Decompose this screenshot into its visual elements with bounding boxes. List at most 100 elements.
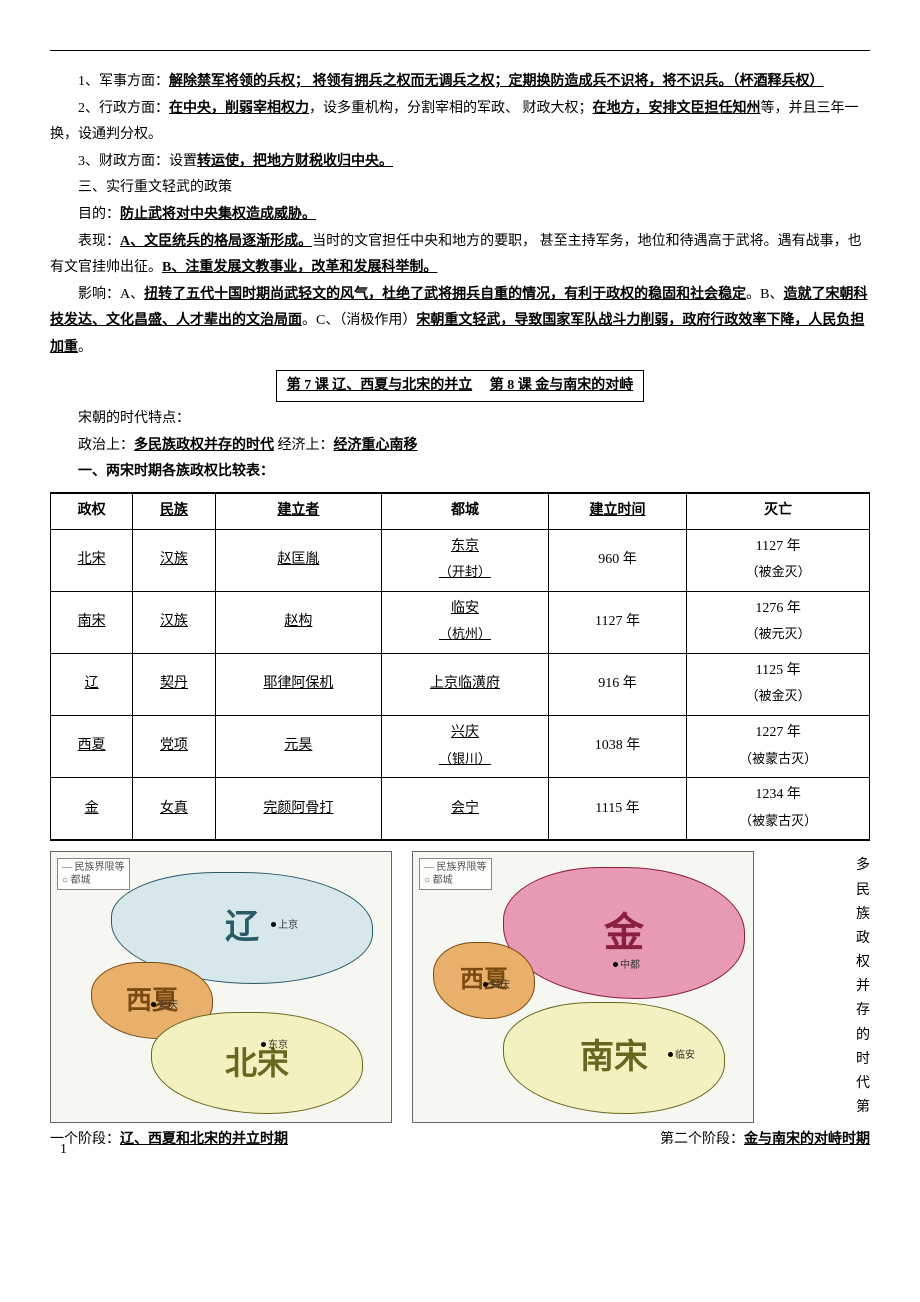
text: 三、实行重文轻武的政策	[78, 180, 232, 195]
para-purpose: 目的：防止武将对中央集权造成威胁。	[50, 202, 870, 229]
para-admin: 2、行政方面：在中央，削弱宰相权力，设多重机构，分割宰相的军政、 财政大权；在地…	[50, 96, 870, 149]
map-northern-song-period: — 民族界限等 ○ 都城 辽西夏北宋上京兴庆东京	[50, 851, 392, 1123]
vertical-char: 多	[856, 855, 870, 877]
mid: 。B、	[746, 287, 783, 302]
lead: 1、军事方面：	[78, 74, 169, 89]
underline-text: 防止武将对中央集权造成威胁。	[120, 207, 316, 222]
vertical-text-column: 多民族政权并存的时代第	[774, 851, 870, 1123]
city-label: 兴庆	[490, 976, 510, 995]
lead: 政治上：	[78, 438, 134, 453]
underline-text: 金与南宋的对峙时期	[744, 1132, 870, 1147]
table-cell: 1276 年（被元灭）	[687, 591, 870, 653]
underline-text: 在中央，削弱宰相权力	[169, 101, 309, 116]
maps-row: — 民族界限等 ○ 都城 辽西夏北宋上京兴庆东京 — 民族界限等 ○ 都城 金西…	[50, 851, 870, 1123]
mid: ，设多重机构，分割宰相的军政、 财政大权；	[309, 101, 593, 116]
regimes-table: 政权 民族 建立者 都城 建立时间 灭亡 北宋汉族赵匡胤东京（开封）960 年1…	[50, 492, 870, 842]
th: 都城	[382, 493, 549, 529]
table-cell: 赵匡胤	[215, 529, 382, 591]
stage-one: 一个阶段：辽、西夏和北宋的并立时期	[50, 1127, 288, 1154]
table-cell: 党项	[133, 716, 215, 778]
table-cell: 金	[51, 778, 133, 841]
table-cell: 元昊	[215, 716, 382, 778]
table-cell: 耶律阿保机	[215, 653, 382, 715]
table-cell: 1127 年（被金灭）	[687, 529, 870, 591]
table-cell: 1127 年	[548, 591, 687, 653]
text: 宋朝的时代特点：	[78, 411, 190, 426]
table-row: 辽契丹耶律阿保机上京临潢府916 年1125 年（被金灭）	[51, 653, 870, 715]
map-legend: — 民族界限等 ○ 都城	[419, 858, 492, 890]
table-body: 北宋汉族赵匡胤东京（开封）960 年1127 年（被金灭）南宋汉族赵构临安（杭州…	[51, 529, 870, 840]
table-head: 政权 民族 建立者 都城 建立时间 灭亡	[51, 493, 870, 529]
table-cell: 汉族	[133, 591, 215, 653]
legend-line: — 民族界限等	[424, 861, 487, 874]
stage-row: 一个阶段：辽、西夏和北宋的并立时期 第二个阶段：金与南宋的对峙时期	[50, 1127, 870, 1154]
table-cell: 1115 年	[548, 778, 687, 841]
map-region: 北宋	[151, 1012, 363, 1114]
th: 建立者	[215, 493, 382, 529]
city-label: 临安	[675, 1046, 695, 1065]
lead: 3、财政方面：设置	[78, 154, 197, 169]
table-cell: 1038 年	[548, 716, 687, 778]
table-cell: 汉族	[133, 529, 215, 591]
th: 民族	[133, 493, 215, 529]
vertical-char: 族	[856, 904, 870, 926]
para-expression: 表现：A、文臣统兵的格局逐渐形成。当时的文官担任中央和地方的要职， 甚至主持军务…	[50, 229, 870, 282]
th: 灭亡	[687, 493, 870, 529]
underline-text: 多民族政权并存的时代	[134, 438, 274, 453]
para-military: 1、军事方面：解除禁军将领的兵权； 将领有拥兵之权而无调兵之权；定期换防造成兵不…	[50, 69, 870, 96]
tail: 。	[78, 340, 92, 355]
text: 一、两宋时期各族政权比较表：	[78, 464, 274, 479]
rule-line	[50, 50, 870, 51]
vertical-char: 民	[856, 880, 870, 902]
legend-line: — 民族界限等	[62, 861, 125, 874]
table-cell: 916 年	[548, 653, 687, 715]
table-cell: 兴庆（银川）	[382, 716, 549, 778]
vertical-char: 政	[856, 928, 870, 950]
para-table-title: 一、两宋时期各族政权比较表：	[50, 459, 870, 486]
underline-text: A、文臣统兵的格局逐渐形成。	[120, 234, 312, 249]
underline-text: 解除禁军将领的兵权； 将领有拥兵之权而无调兵之权；定期换防造成兵不识将，将不识兵…	[169, 74, 824, 89]
lead: 表现：	[78, 234, 120, 249]
legend-line: ○ 都城	[62, 874, 125, 887]
para-policy-heading: 三、实行重文轻武的政策	[50, 175, 870, 202]
lead: 2、行政方面：	[78, 101, 169, 116]
table-cell: 临安（杭州）	[382, 591, 549, 653]
vertical-char: 第	[856, 1097, 870, 1119]
table-header-row: 政权 民族 建立者 都城 建立时间 灭亡	[51, 493, 870, 529]
table-cell: 辽	[51, 653, 133, 715]
table-row: 西夏党项元昊兴庆（银川）1038 年1227 年（被蒙古灭）	[51, 716, 870, 778]
lead: 目的：	[78, 207, 120, 222]
city-label: 东京	[268, 1036, 288, 1055]
heading-box: 第 7 课 辽、西夏与北宋的并立 第 8 课 金与南宋的对峙	[276, 370, 645, 403]
map-legend: — 民族界限等 ○ 都城	[57, 858, 130, 890]
table-cell: 南宋	[51, 591, 133, 653]
map-region: 西夏	[433, 942, 535, 1019]
vertical-char: 时	[856, 1049, 870, 1071]
stage-two: 第二个阶段：金与南宋的对峙时期	[660, 1127, 870, 1154]
underline-text: 经济重心南移	[334, 438, 418, 453]
table-row: 北宋汉族赵匡胤东京（开封）960 年1127 年（被金灭）	[51, 529, 870, 591]
underline-text: 转运使，把地方财税收归中央。	[197, 154, 393, 169]
vertical-char: 代	[856, 1073, 870, 1095]
document-page: 1、军事方面：解除禁军将领的兵权； 将领有拥兵之权而无调兵之权；定期换防造成兵不…	[0, 0, 920, 1184]
city-label: 兴庆	[158, 996, 178, 1015]
map-southern-song-period: — 民族界限等 ○ 都城 金西夏南宋中都兴庆临安	[412, 851, 754, 1123]
page-number: 1	[60, 1137, 67, 1164]
heading-left: 第 7 课 辽、西夏与北宋的并立	[287, 378, 473, 393]
lead: 第二个阶段：	[660, 1132, 744, 1147]
underline-text: 扭转了五代十国时期尚武轻文的风气，杜绝了武将拥兵自重的情况，有利于政权的稳固和社…	[144, 287, 746, 302]
th: 建立时间	[548, 493, 687, 529]
table-cell: 女真	[133, 778, 215, 841]
table-cell: 1227 年（被蒙古灭）	[687, 716, 870, 778]
city-label: 中都	[620, 956, 640, 975]
para-impact: 影响：A、扭转了五代十国时期尚武轻文的风气，杜绝了武将拥兵自重的情况，有利于政权…	[50, 282, 870, 362]
lesson-heading: 第 7 课 辽、西夏与北宋的并立 第 8 课 金与南宋的对峙	[50, 370, 870, 403]
mid: 。C、（消极作用）	[302, 313, 416, 328]
underline-text: B、注重发展文教事业，改革和发展科举制。	[162, 260, 437, 275]
city-label: 上京	[278, 916, 298, 935]
underline-text: 辽、西夏和北宋的并立时期	[120, 1132, 288, 1147]
para-era-features: 宋朝的时代特点：	[50, 406, 870, 433]
para-political-economic: 政治上：多民族政权并存的时代 经济上：经济重心南移	[50, 433, 870, 460]
vertical-char: 并	[856, 976, 870, 998]
vertical-char: 的	[856, 1025, 870, 1047]
